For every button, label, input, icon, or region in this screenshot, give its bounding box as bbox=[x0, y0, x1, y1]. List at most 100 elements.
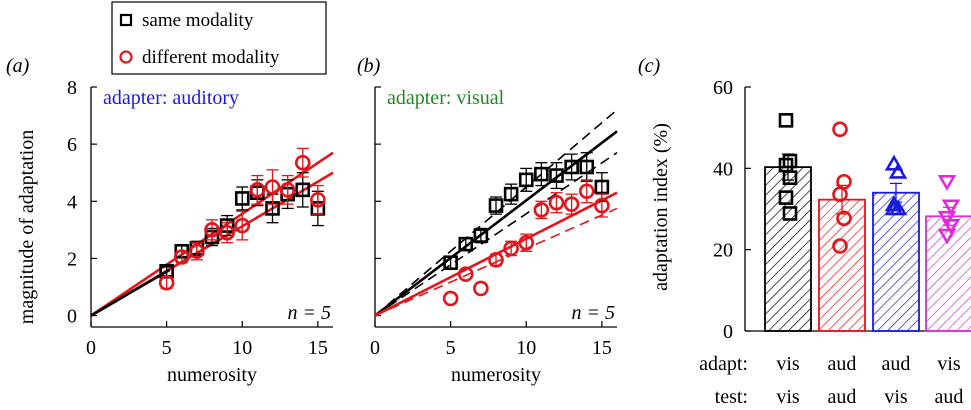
x-tick-label: 5 bbox=[162, 337, 172, 359]
subject-point bbox=[884, 154, 904, 171]
same-modality-point bbox=[473, 228, 489, 243]
x-tick-label: 10 bbox=[516, 337, 536, 359]
subject-point bbox=[884, 199, 904, 216]
same-modality-point bbox=[488, 198, 504, 213]
y-tick-label: 2 bbox=[67, 248, 77, 270]
different-modality-point bbox=[442, 290, 459, 307]
different-modality-point bbox=[234, 217, 251, 234]
different-modality-point bbox=[204, 222, 220, 238]
different-modality-point bbox=[219, 224, 235, 241]
different-modality-point bbox=[503, 240, 519, 257]
subject-point bbox=[836, 210, 852, 227]
y-tick-label: 4 bbox=[67, 191, 77, 213]
subject-point bbox=[782, 206, 798, 221]
fit-line bbox=[90, 268, 171, 317]
subject-point bbox=[941, 199, 961, 216]
bar bbox=[925, 215, 971, 332]
subject-point bbox=[836, 173, 852, 190]
panel-label: (a) bbox=[6, 55, 30, 77]
test-row-label: test: bbox=[715, 386, 748, 408]
test-label: vis bbox=[776, 386, 800, 408]
different-modality-point bbox=[279, 182, 296, 198]
same-modality-point bbox=[443, 255, 458, 271]
same-modality-point bbox=[534, 166, 549, 182]
n-label: n = 5 bbox=[572, 302, 616, 324]
different-modality-point bbox=[518, 234, 535, 251]
subject-point bbox=[937, 175, 957, 191]
y-tick-label: 20 bbox=[713, 240, 733, 262]
bar bbox=[818, 198, 866, 332]
fit-line bbox=[374, 130, 618, 317]
different-modality-point bbox=[594, 197, 610, 214]
subject-point bbox=[778, 113, 794, 128]
n-label: n = 5 bbox=[288, 302, 332, 324]
legend: same modality different modality bbox=[111, 1, 327, 75]
panel-label: (b) bbox=[357, 55, 381, 77]
different-modality-point bbox=[173, 249, 190, 265]
x-tick-label: 5 bbox=[446, 337, 456, 359]
subject-point bbox=[832, 121, 848, 138]
same-modality-point bbox=[518, 172, 534, 188]
legend-label-different: different modality bbox=[142, 47, 280, 68]
adapter-annotation: adapter: auditory bbox=[103, 87, 239, 109]
different-modality-point bbox=[563, 196, 580, 212]
x-tick-label: 10 bbox=[232, 337, 252, 359]
y-axis-label: magnitude of adaptation bbox=[16, 130, 38, 324]
test-label: aud bbox=[828, 386, 857, 408]
adapt-label: vis bbox=[776, 353, 800, 375]
different-modality-point bbox=[457, 266, 474, 282]
different-modality-point bbox=[310, 192, 326, 208]
x-axis-label: numerosity bbox=[451, 364, 541, 386]
test-label: aud bbox=[935, 386, 964, 408]
panel-a: 0 2 4 6 8 0 5 10 15 numerosity magnitude of adapta… bbox=[6, 55, 334, 386]
panel-c: 0 20 40 60 adaptation index (%) (c) vis vis aud a… bbox=[638, 55, 971, 408]
different-modality-point bbox=[264, 179, 281, 195]
y-tick-label: 0 bbox=[723, 321, 733, 343]
y-tick-label: 40 bbox=[713, 158, 733, 180]
adapt-label: aud bbox=[882, 353, 911, 375]
bar bbox=[764, 166, 812, 332]
different-modality-point bbox=[548, 194, 565, 211]
bar bbox=[872, 191, 920, 332]
same-modality-point bbox=[579, 159, 595, 175]
legend-square-marker bbox=[119, 13, 133, 27]
y-tick-label: 8 bbox=[67, 77, 77, 99]
subject-point bbox=[937, 228, 957, 245]
x-tick-label: 0 bbox=[86, 337, 96, 359]
legend-label-same: same modality bbox=[142, 10, 254, 31]
adapter-annotation: adapter: visual bbox=[387, 87, 505, 109]
fit-line bbox=[374, 152, 618, 317]
different-modality-point bbox=[533, 202, 550, 218]
x-axis-label: numerosity bbox=[167, 364, 257, 386]
different-modality-point bbox=[578, 183, 595, 200]
test-label: vis bbox=[884, 386, 908, 408]
y-tick-label: 0 bbox=[67, 306, 77, 328]
same-modality-point bbox=[295, 182, 311, 198]
legend-circle-marker bbox=[119, 50, 133, 64]
subject-point bbox=[782, 153, 798, 169]
adapt-row-label: adapt: bbox=[699, 353, 748, 375]
adapt-label: vis bbox=[937, 353, 961, 375]
y-axis-label: adaptation index (%) bbox=[650, 123, 672, 291]
different-modality-point bbox=[158, 274, 175, 291]
different-modality-point bbox=[488, 252, 504, 268]
same-modality-point bbox=[234, 191, 250, 206]
legend-frame bbox=[111, 1, 327, 75]
y-tick-label: 6 bbox=[67, 134, 77, 156]
x-tick-label: 15 bbox=[308, 337, 328, 359]
different-modality-point bbox=[473, 280, 489, 297]
subject-point bbox=[778, 190, 794, 205]
fit-line bbox=[374, 109, 618, 317]
same-modality-point bbox=[458, 236, 474, 252]
subject-point bbox=[782, 170, 798, 185]
different-modality-point bbox=[249, 182, 266, 198]
x-tick-label: 0 bbox=[370, 337, 380, 359]
same-modality-point bbox=[594, 179, 610, 195]
different-modality-point bbox=[294, 154, 311, 171]
y-tick-label: 60 bbox=[713, 77, 733, 99]
panel-b: 0 5 10 15 numerosity (b) adapter: visual n = 5 bbox=[357, 55, 618, 386]
different-modality-point bbox=[189, 243, 205, 260]
same-modality-point bbox=[564, 159, 579, 175]
x-tick-label: 15 bbox=[592, 337, 612, 359]
